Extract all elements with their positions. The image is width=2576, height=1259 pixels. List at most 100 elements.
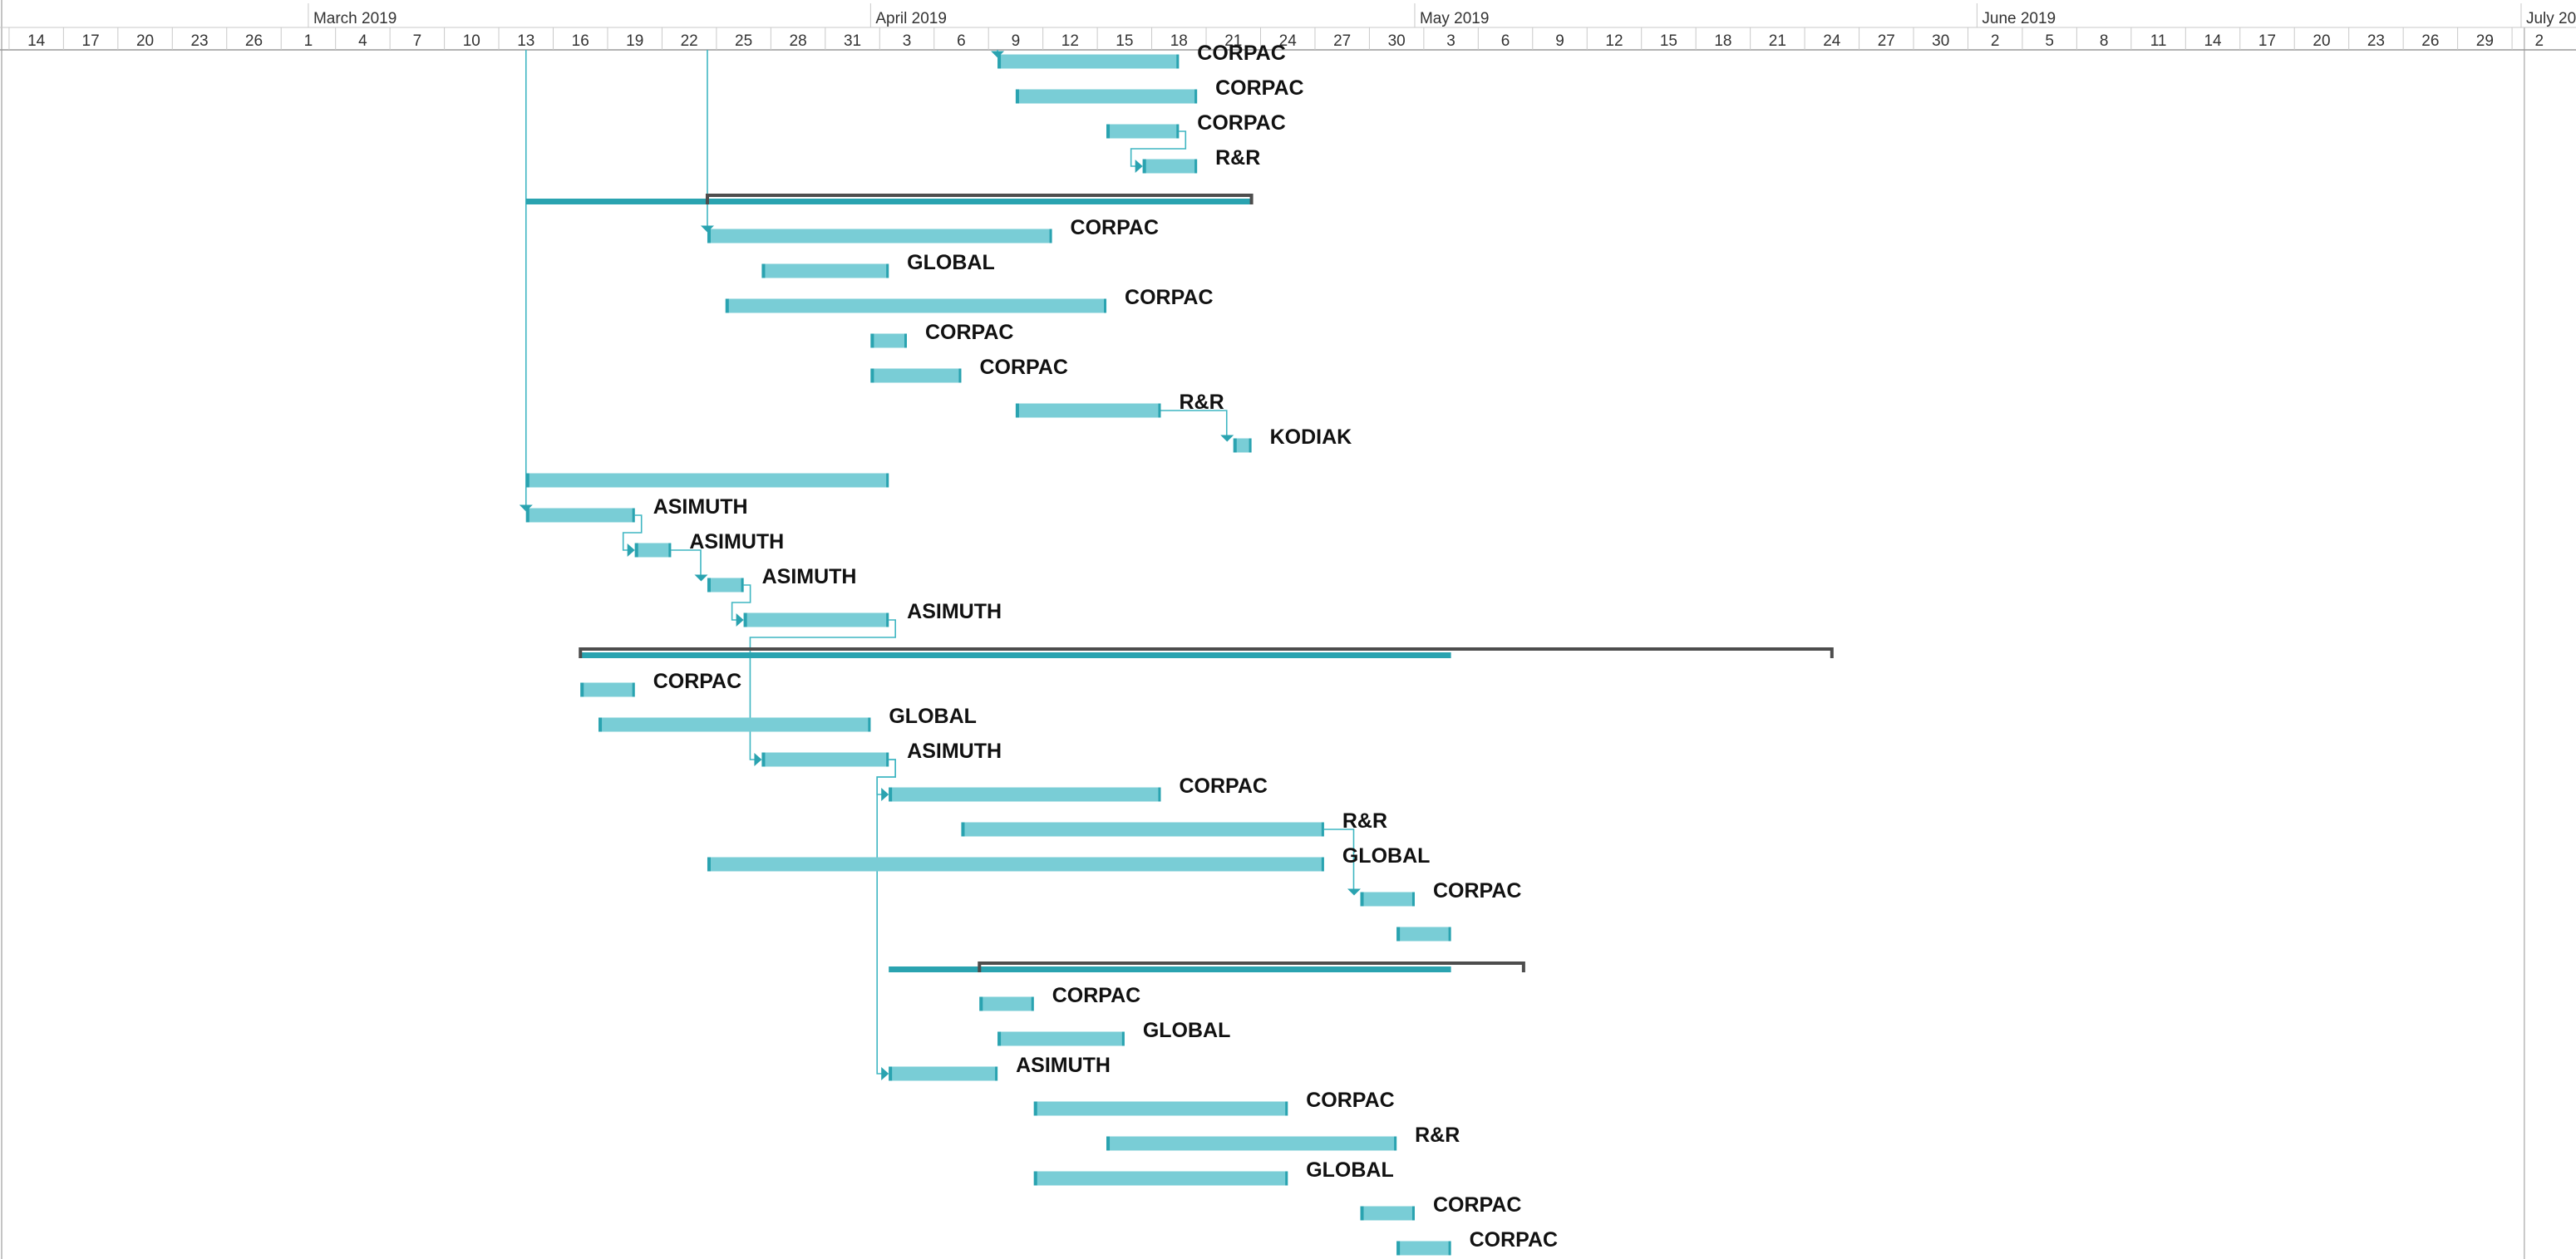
summary-bracket bbox=[978, 961, 1525, 972]
task-bar bbox=[870, 368, 962, 383]
dependency-link bbox=[876, 759, 896, 1075]
task-bar bbox=[1106, 124, 1180, 139]
resource-label: GLOBAL bbox=[1342, 844, 1431, 868]
month-label: May 2019 bbox=[1420, 10, 1489, 27]
summary-progress-bar bbox=[525, 199, 1252, 204]
task-bar-start-cap bbox=[1106, 124, 1111, 139]
task-bar-end-cap bbox=[904, 333, 907, 348]
task-bar-start-cap bbox=[889, 787, 893, 802]
task-bar bbox=[997, 1031, 1125, 1046]
day-tick-label: 8 bbox=[2100, 32, 2109, 50]
day-tick-label: 21 bbox=[1224, 32, 1242, 50]
task-bar-end-cap bbox=[1176, 54, 1180, 69]
day-tick-label: 14 bbox=[2204, 32, 2222, 50]
resource-label: CORPAC bbox=[925, 321, 1013, 344]
task-bar-end-cap bbox=[1411, 1206, 1415, 1221]
resource-label: R&R bbox=[1215, 146, 1260, 170]
day-tick-label: 28 bbox=[790, 32, 807, 50]
task-bar-end-cap bbox=[886, 473, 889, 488]
task-bar-end-cap bbox=[1448, 1241, 1451, 1256]
day-tick-label: 20 bbox=[136, 32, 154, 50]
day-tick-label: 12 bbox=[1605, 32, 1623, 50]
task-bar-end-cap bbox=[1411, 892, 1415, 907]
task-bar-end-cap bbox=[668, 543, 672, 558]
task-bar-end-cap bbox=[1321, 857, 1324, 872]
resource-label: GLOBAL bbox=[889, 705, 977, 728]
day-tick-label: 29 bbox=[2476, 32, 2494, 50]
task-bar bbox=[707, 857, 1324, 872]
task-bar-start-cap bbox=[743, 612, 747, 627]
task-bar bbox=[634, 543, 672, 558]
task-bar bbox=[761, 263, 889, 278]
day-tick-label: 15 bbox=[1660, 32, 1677, 50]
task-bar-start-cap bbox=[997, 54, 1002, 69]
task-bar-start-cap bbox=[634, 543, 638, 558]
resource-labels: CORPAC CORPAC CORPAC R&R CORPAC GLOBAL CORPAC C… bbox=[653, 42, 1558, 1252]
task-bar-end-cap bbox=[632, 682, 635, 697]
task-bar-end-cap bbox=[1158, 403, 1161, 418]
day-tick-label: 21 bbox=[1769, 32, 1786, 50]
resource-label: CORPAC bbox=[653, 670, 741, 693]
resource-label: CORPAC bbox=[1215, 76, 1303, 100]
task-bar-start-cap bbox=[1015, 89, 1019, 104]
task-bar-end-cap bbox=[1394, 1136, 1397, 1151]
task-bar-end-cap bbox=[1176, 124, 1180, 139]
task-bar-start-cap bbox=[1106, 1136, 1111, 1151]
task-bar-start-cap bbox=[979, 996, 983, 1011]
task-bar bbox=[580, 682, 635, 697]
dependency-link bbox=[1323, 829, 1355, 891]
task-bar bbox=[870, 333, 907, 348]
task-bar-start-cap bbox=[598, 717, 603, 732]
link-arrowhead bbox=[1135, 160, 1143, 173]
day-tick-label: 11 bbox=[2150, 32, 2167, 50]
day-tick-label: 26 bbox=[2421, 32, 2439, 50]
task-bar-start-cap bbox=[1033, 1101, 1037, 1116]
task-bar bbox=[889, 787, 1161, 802]
dependency-link bbox=[731, 584, 751, 621]
task-bar-start-cap bbox=[997, 1031, 1002, 1046]
task-bar bbox=[743, 612, 889, 627]
task-bar-start-cap bbox=[1396, 1241, 1401, 1256]
day-tick-label: 23 bbox=[190, 32, 208, 50]
day-tick-label: 12 bbox=[1061, 32, 1079, 50]
task-bar bbox=[725, 298, 1107, 313]
task-bar-start-cap bbox=[525, 508, 529, 523]
resource-label: CORPAC bbox=[1071, 216, 1159, 239]
resource-label: CORPAC bbox=[1306, 1089, 1394, 1112]
day-tick-label: 27 bbox=[1878, 32, 1895, 50]
day-tick-label: 4 bbox=[358, 32, 367, 50]
task-bar bbox=[707, 578, 744, 593]
task-bar-end-cap bbox=[1448, 927, 1451, 942]
task-bar bbox=[598, 717, 871, 732]
task-bar bbox=[525, 473, 889, 488]
task-bar-end-cap bbox=[995, 1066, 998, 1081]
task-bar bbox=[889, 1066, 998, 1081]
task-bar bbox=[525, 508, 635, 523]
task-bar bbox=[1015, 403, 1161, 418]
task-bar-start-cap bbox=[961, 822, 965, 837]
resource-label: R&R bbox=[1415, 1124, 1460, 1147]
dependency-links bbox=[519, 50, 1361, 1080]
task-bar-end-cap bbox=[1194, 89, 1198, 104]
task-bar-start-cap bbox=[707, 857, 711, 872]
task-bar bbox=[961, 822, 1324, 837]
day-tick-label: 30 bbox=[1932, 32, 1949, 50]
task-bar bbox=[1033, 1171, 1288, 1186]
day-tick-label: 2 bbox=[2535, 32, 2544, 50]
task-bars bbox=[525, 54, 1834, 1256]
resource-label: ASIMUTH bbox=[689, 530, 784, 553]
dependency-link bbox=[1130, 130, 1187, 167]
resource-label: CORPAC bbox=[1197, 42, 1285, 65]
resource-label: ASIMUTH bbox=[907, 600, 1002, 623]
day-tick-label: 13 bbox=[517, 32, 534, 50]
timescale-header: March 2019 April 2019 May 2019 June 2019 Jul… bbox=[0, 3, 2576, 51]
resource-label: CORPAC bbox=[1125, 286, 1213, 309]
summary-progress-bar bbox=[580, 652, 1451, 658]
resource-label: ASIMUTH bbox=[653, 495, 748, 519]
task-bar-start-cap bbox=[761, 752, 766, 767]
day-tick-label: 15 bbox=[1116, 32, 1133, 50]
resource-label: ASIMUTH bbox=[762, 565, 857, 588]
task-bar-end-cap bbox=[1194, 159, 1198, 174]
dependency-link bbox=[671, 549, 702, 577]
